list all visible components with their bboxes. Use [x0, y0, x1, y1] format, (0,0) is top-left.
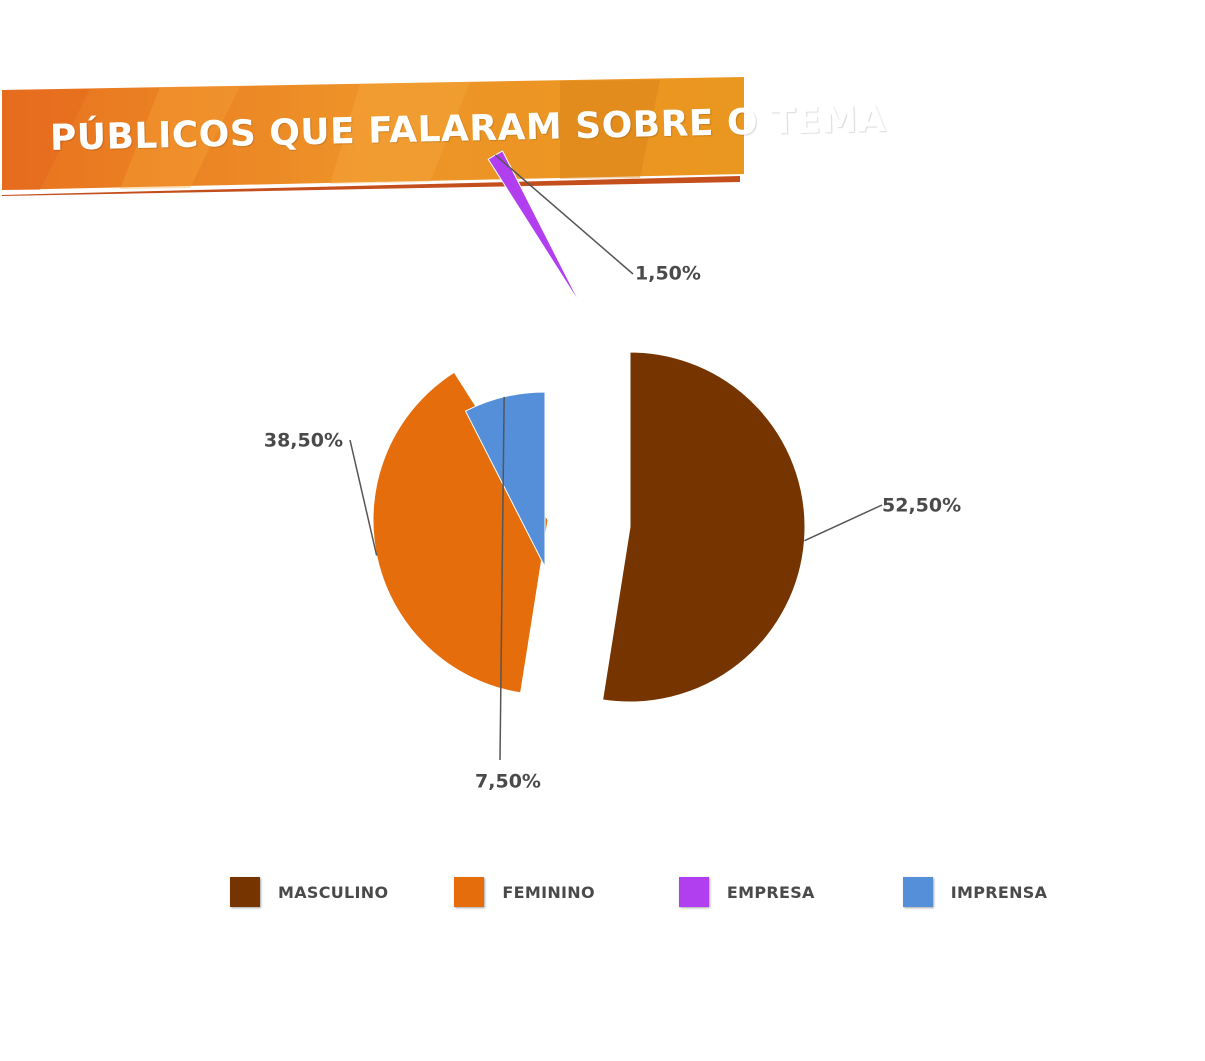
- legend-swatch: [678, 877, 709, 907]
- legend-item-imprensa: IMPRENSA: [902, 877, 1048, 907]
- data-label-feminino: 38,50%: [264, 430, 343, 452]
- legend-swatch: [902, 877, 933, 907]
- leader-line-masculino: [804, 504, 883, 542]
- legend-item-masculino: MASCULINO: [230, 877, 388, 907]
- pie-slice-masculino: [602, 351, 806, 703]
- data-label-imprensa: 7,50%: [475, 771, 541, 793]
- legend-label: MASCULINO: [278, 882, 389, 902]
- leader-line-empresa: [494, 154, 634, 275]
- pie-slice-empresa: [487, 150, 583, 308]
- data-label-empresa: 1,50%: [635, 263, 701, 285]
- data-label-masculino: 52,50%: [882, 495, 961, 517]
- pie-slices: [372, 150, 806, 703]
- legend-label: EMPRESA: [726, 882, 815, 902]
- legend-item-empresa: EMPRESA: [678, 877, 815, 907]
- pie-chart: 52,50% 38,50% 1,50% 7,50%: [264, 150, 961, 793]
- title-banner: PÚBLICOS QUE FALARAM SOBRE O TEMA: [0, 70, 886, 210]
- leader-line-feminino: [349, 439, 378, 556]
- legend-label: IMPRENSA: [950, 882, 1048, 902]
- data-labels: 52,50% 38,50% 1,50% 7,50%: [264, 263, 961, 793]
- leader-line-imprensa: [499, 396, 505, 761]
- banner-background: [2, 77, 744, 196]
- legend-swatch: [230, 877, 260, 907]
- legend-item-feminino: FEMININO: [454, 877, 595, 907]
- legend-swatch: [454, 877, 485, 907]
- legend-label: FEMININO: [502, 882, 595, 902]
- leader-lines: [349, 154, 883, 761]
- chart-legend: MASCULINO FEMININO EMPRESA IMPRENSA: [230, 876, 1047, 908]
